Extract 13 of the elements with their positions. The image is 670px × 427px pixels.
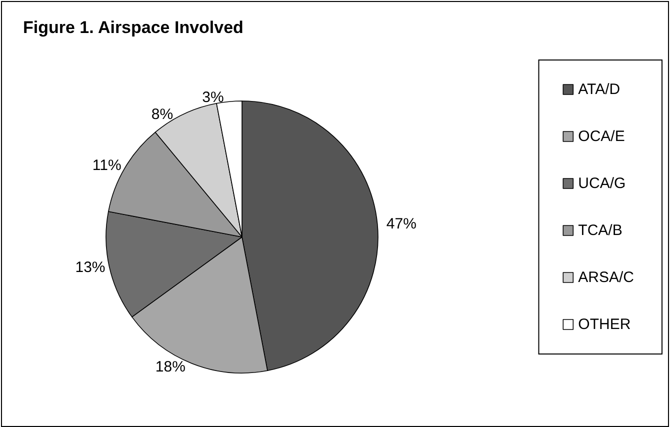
- data-label: 13%: [75, 259, 106, 276]
- data-label: 8%: [151, 106, 174, 124]
- legend-label: TCA/B: [578, 222, 622, 239]
- legend-label: OCA/E: [578, 128, 625, 145]
- legend-label: ATA/D: [578, 81, 620, 98]
- legend-label: ARSA/C: [578, 269, 634, 286]
- chart-title: Figure 1. Airspace Involved: [23, 18, 244, 37]
- data-label: 3%: [202, 89, 224, 106]
- legend-label: UCA/G: [578, 175, 626, 192]
- data-label: 11%: [92, 157, 122, 174]
- data-label: 18%: [155, 358, 186, 376]
- data-label: 47%: [386, 215, 416, 232]
- legend-label: OTHER: [578, 316, 631, 333]
